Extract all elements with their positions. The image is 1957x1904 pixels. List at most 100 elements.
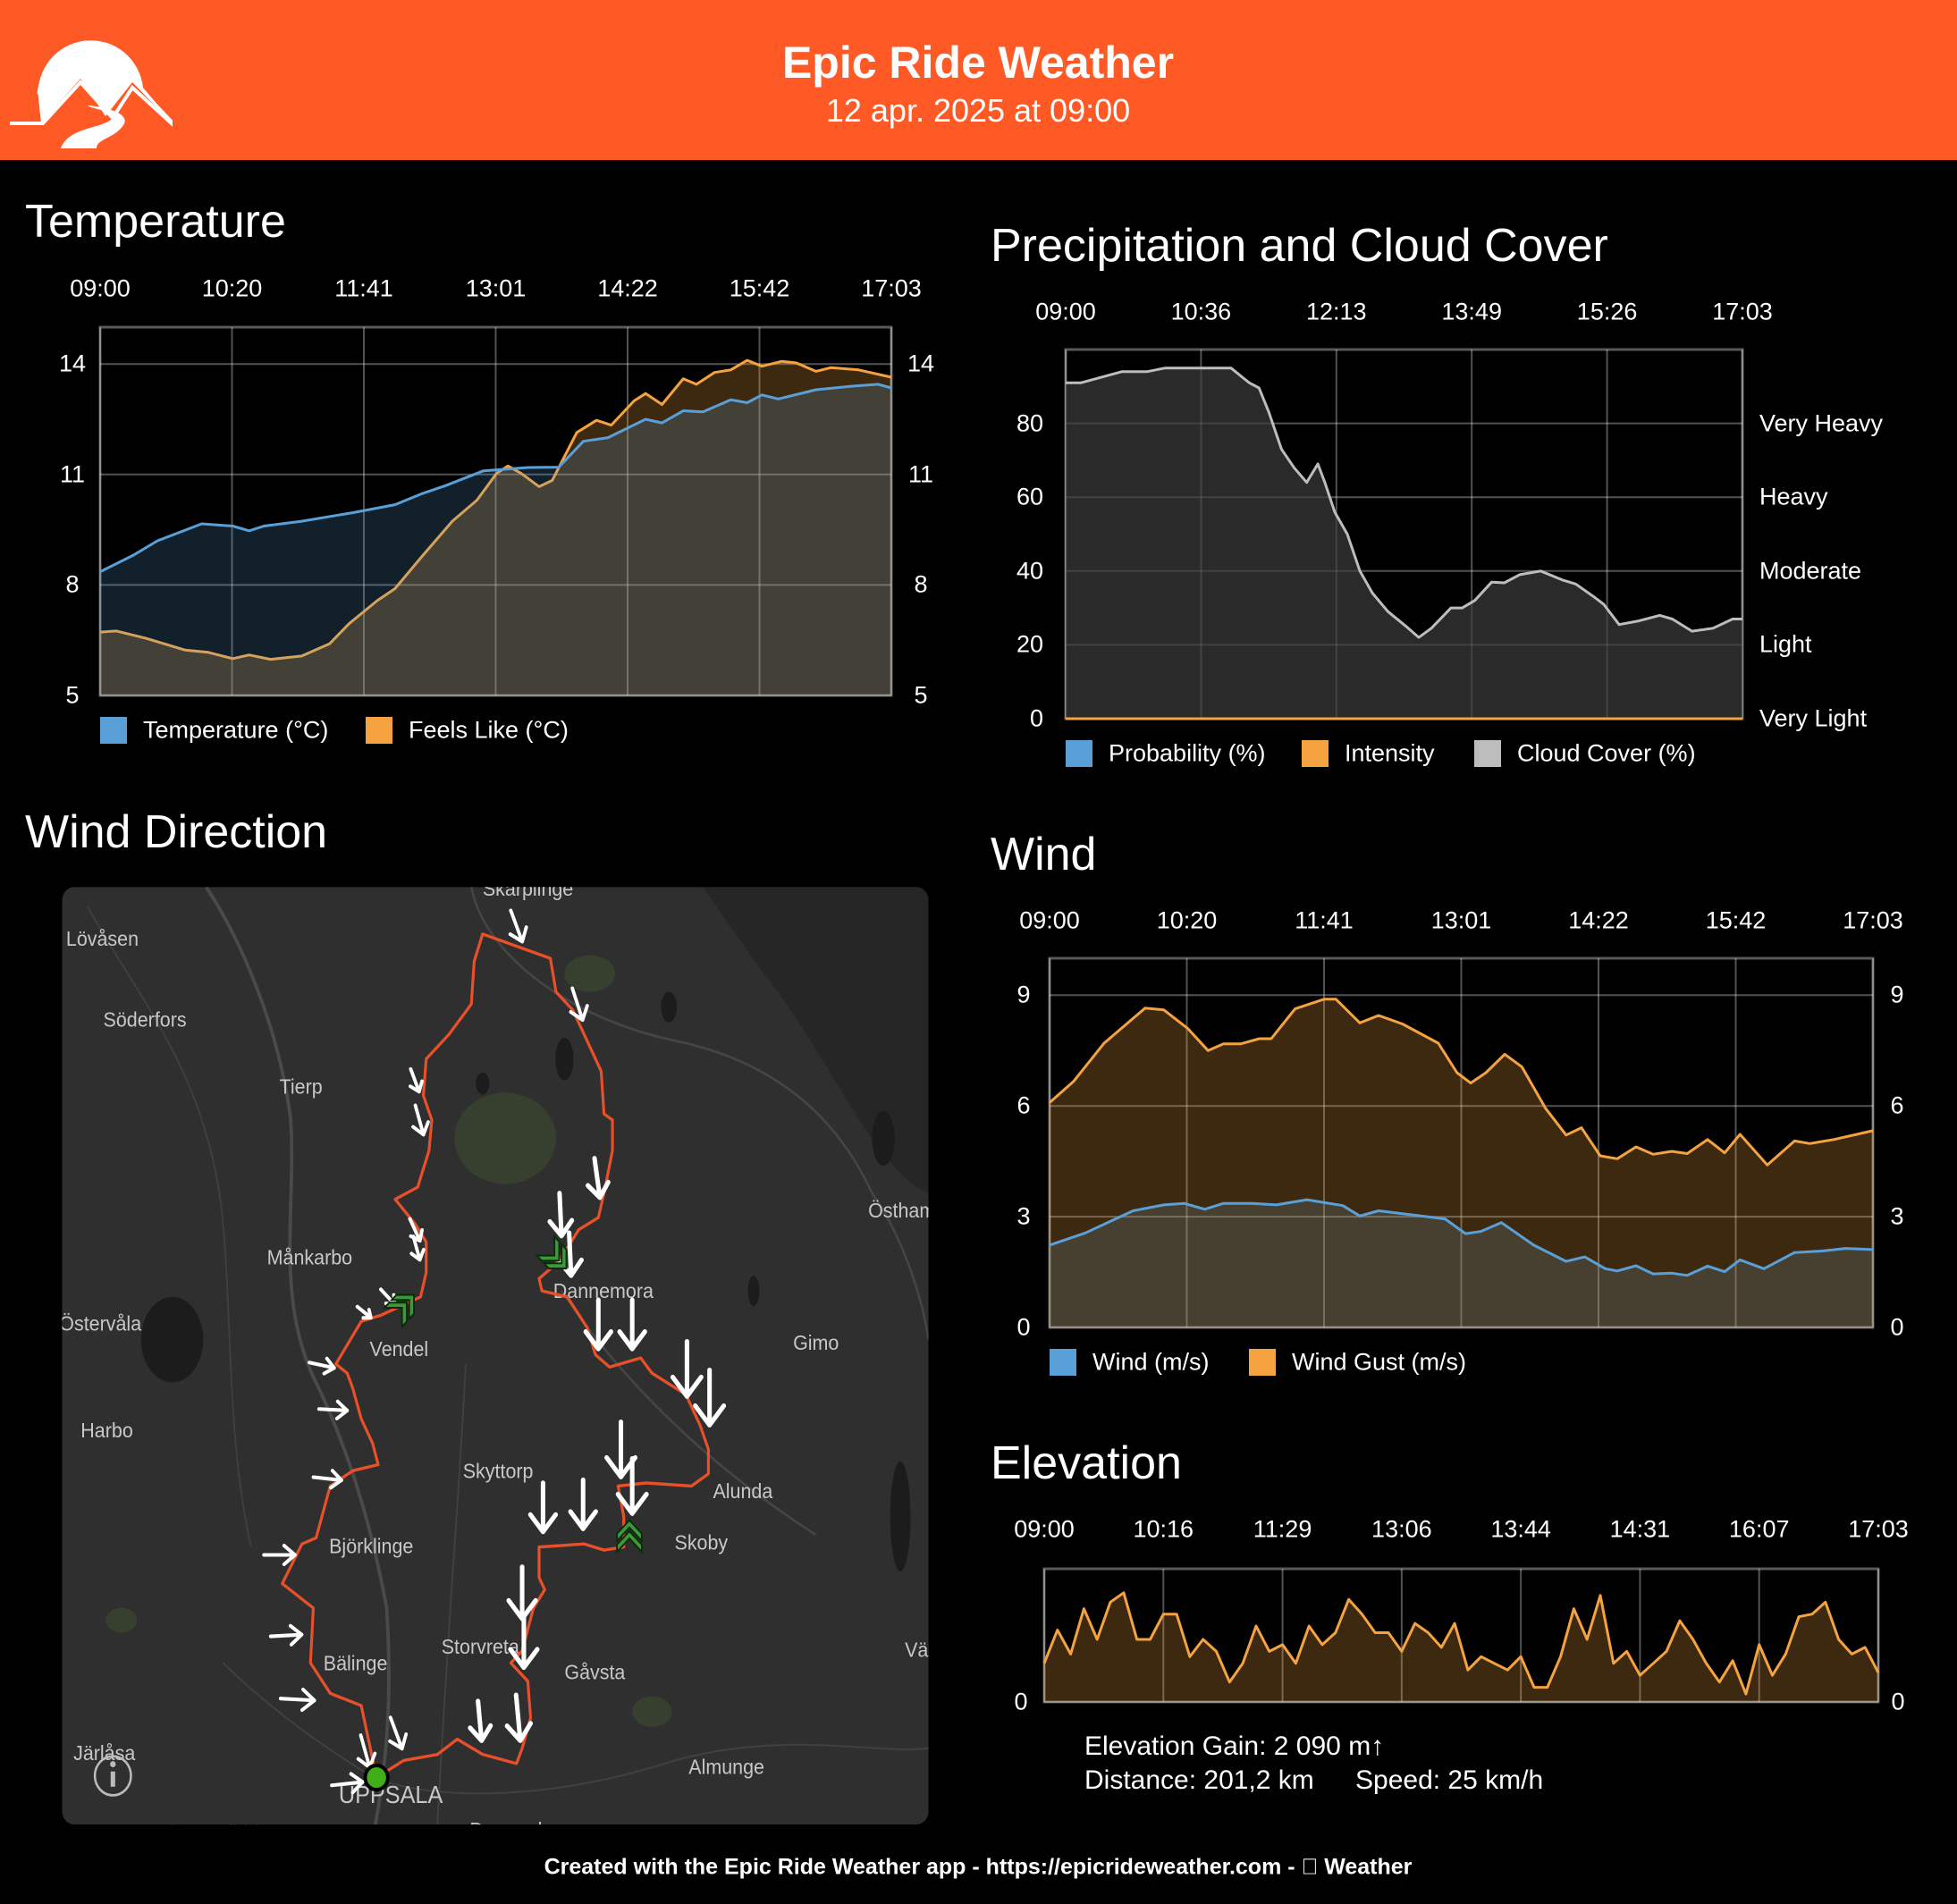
direction-chevron-icon	[535, 1234, 568, 1270]
x-tick-label: 10:36	[1170, 298, 1232, 325]
x-tick-label: 15:26	[1576, 298, 1638, 325]
wind-arrow-icon	[278, 1688, 316, 1713]
y-tick-label-right: 0	[1891, 1688, 1905, 1715]
y-tick-label-right: 14	[907, 350, 935, 377]
x-tick-label: 12:13	[1306, 298, 1367, 325]
map-place-label: Östervåla	[59, 1312, 141, 1335]
y-tick-label-right: Light	[1759, 630, 1812, 658]
distance: Distance: 201,2 km	[1084, 1765, 1314, 1795]
plot-border	[1064, 348, 1744, 720]
map-place-label: Björklinge	[329, 1535, 413, 1558]
speed: Speed: 25 km/h	[1355, 1765, 1544, 1795]
series-line	[1049, 1198, 1874, 1277]
x-tick-label: 14:22	[1568, 906, 1629, 934]
ride-date-time: 12 apr. 2025 at 09:00	[825, 92, 1131, 129]
series-area	[1050, 1200, 1873, 1327]
map-place-label: UPPSALA	[339, 1781, 443, 1808]
footer-credit[interactable]: Created with the Epic Ride Weather app -…	[544, 1854, 1413, 1880]
legend-swatch	[1249, 1349, 1276, 1376]
series-area	[1066, 367, 1742, 719]
wind-arrow-icon	[411, 1103, 430, 1137]
precipitation-title: Precipitation and Cloud Cover	[991, 220, 1608, 272]
wind-arrow-icon	[409, 1234, 426, 1262]
x-tick-label: 13:01	[1430, 906, 1492, 934]
map-place-label: Alunda	[713, 1479, 772, 1503]
y-tick-label-left: 3	[1016, 1202, 1031, 1230]
y-tick-label-left: 11	[59, 460, 86, 488]
map-place-label: Danmark	[469, 1818, 548, 1832]
wind-arrow-icon	[508, 1613, 540, 1671]
x-tick-label: 13:06	[1371, 1515, 1432, 1543]
series-area	[1044, 1592, 1878, 1702]
wind-arrow-icon	[508, 908, 528, 944]
x-tick-label: 10:20	[201, 274, 263, 302]
legend-swatch	[100, 717, 127, 744]
legend-label: Cloud Cover (%)	[1517, 739, 1696, 767]
legend-swatch	[1066, 740, 1092, 767]
wind-title: Wind	[991, 829, 1097, 880]
x-tick-label: 09:00	[1014, 1515, 1075, 1543]
mountain-sun-road-logo	[10, 40, 173, 148]
wind-arrow-icon	[693, 1368, 727, 1428]
map-background	[62, 887, 929, 1825]
wind-arrow-icon	[504, 1692, 534, 1743]
direction-chevron-icon	[616, 1519, 643, 1554]
map-place-label: Skogs-Tibble	[158, 1821, 269, 1832]
x-tick-label: 13:01	[465, 274, 527, 302]
wind-arrow-icon	[409, 1066, 424, 1094]
y-tick-label-right: Very Heavy	[1759, 409, 1884, 437]
wind-direction-map[interactable]: Skarplinge Lövåsen Söderfors Tierp Östhammar…	[54, 876, 939, 1832]
y-tick-label-right: 5	[914, 681, 928, 709]
x-tick-label: 17:03	[1843, 906, 1903, 934]
start-marker[interactable]	[363, 1763, 390, 1792]
y-tick-label-left: 0	[1014, 1688, 1028, 1715]
y-tick-label-right: 0	[1890, 1313, 1904, 1341]
x-tick-label: 13:44	[1490, 1515, 1551, 1543]
legend-label: Wind (m/s)	[1092, 1348, 1210, 1376]
plot-border	[1042, 1567, 1880, 1704]
wind-arrow-icon	[547, 1191, 575, 1239]
wind-arrow-icon	[586, 1156, 611, 1201]
series-area	[1050, 998, 1873, 1327]
y-tick-label-left: 9	[1016, 981, 1031, 1008]
x-tick-label: 17:03	[1712, 298, 1773, 325]
info-icon[interactable]	[93, 1755, 132, 1797]
series-line	[99, 358, 892, 661]
legend-label: Feels Like (°C)	[409, 716, 569, 744]
x-tick-label: 11:41	[1295, 906, 1354, 934]
wind-arrow-icon	[308, 1356, 336, 1376]
wind-arrow-icon	[569, 986, 589, 1023]
y-tick-label-left: 5	[65, 681, 80, 709]
x-tick-label: 16:07	[1728, 1515, 1790, 1543]
series-line	[99, 383, 892, 573]
legend-label: Probability (%)	[1109, 739, 1266, 767]
map-terrain	[87, 887, 929, 1825]
x-tick-label: 13:49	[1441, 298, 1502, 325]
wind-arrow-icon	[583, 1297, 613, 1352]
elevation-gain: Elevation Gain: 2 090 m↑	[1084, 1731, 1385, 1761]
map-place-label: Almunge	[688, 1756, 764, 1779]
y-tick-label-right: 9	[1890, 981, 1904, 1008]
legend-swatch	[1050, 1349, 1076, 1376]
y-tick-label-right: 3	[1890, 1202, 1904, 1230]
map-place-label: Storvreta	[442, 1635, 520, 1658]
map-place-label: Harbo	[80, 1419, 132, 1442]
wind-arrow-icon	[316, 1399, 350, 1420]
wind-arrow-icon	[527, 1480, 559, 1535]
wind-arrow-icon	[268, 1623, 304, 1647]
wind-arrow-icon	[617, 1297, 647, 1352]
map-place-label: Östhammar	[868, 1199, 939, 1222]
series-line	[1049, 998, 1874, 1167]
y-tick-label-left: 0	[1029, 704, 1043, 732]
series-line	[1042, 1591, 1880, 1696]
plot-border	[98, 325, 893, 697]
map-place-label: Skyttorp	[463, 1460, 534, 1483]
y-tick-label-right: Heavy	[1759, 483, 1828, 510]
route-line	[281, 932, 710, 1780]
wind-arrow-icon	[330, 1772, 365, 1795]
y-tick-label-left: 60	[1016, 483, 1043, 510]
x-tick-label: 11:41	[334, 274, 393, 302]
y-tick-label-left: 14	[58, 350, 87, 377]
app-header: Epic Ride Weather 12 apr. 2025 at 09:00	[0, 0, 1957, 160]
map-place-label: Gimo	[793, 1331, 839, 1354]
